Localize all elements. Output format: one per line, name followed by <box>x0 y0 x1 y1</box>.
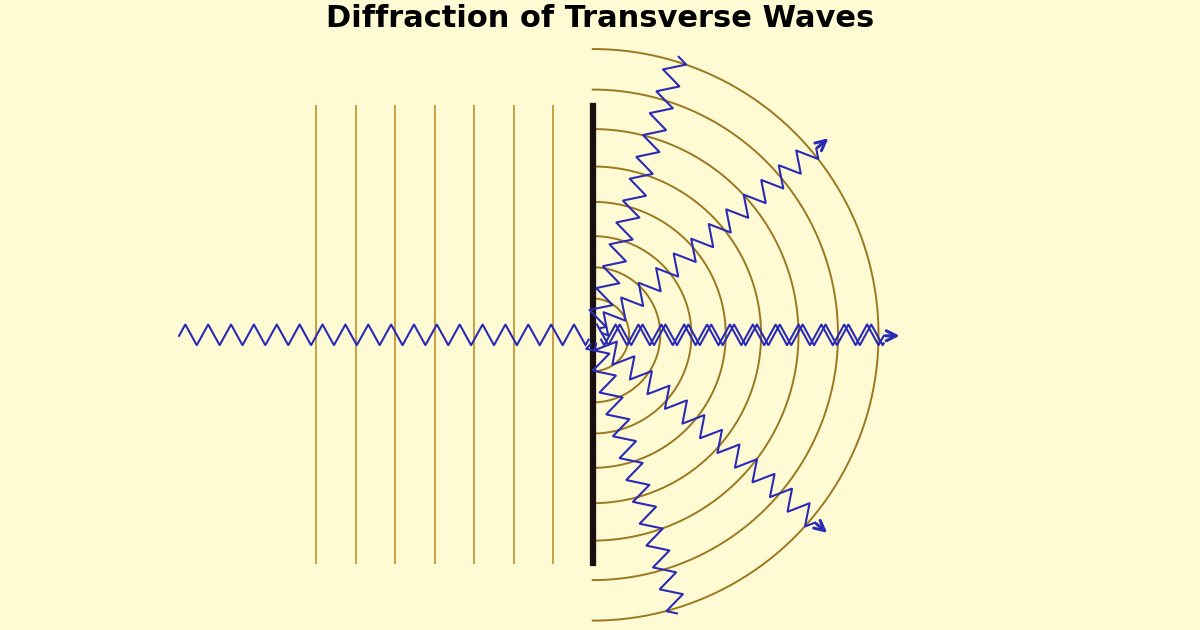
Title: Diffraction of Transverse Waves: Diffraction of Transverse Waves <box>326 4 874 33</box>
